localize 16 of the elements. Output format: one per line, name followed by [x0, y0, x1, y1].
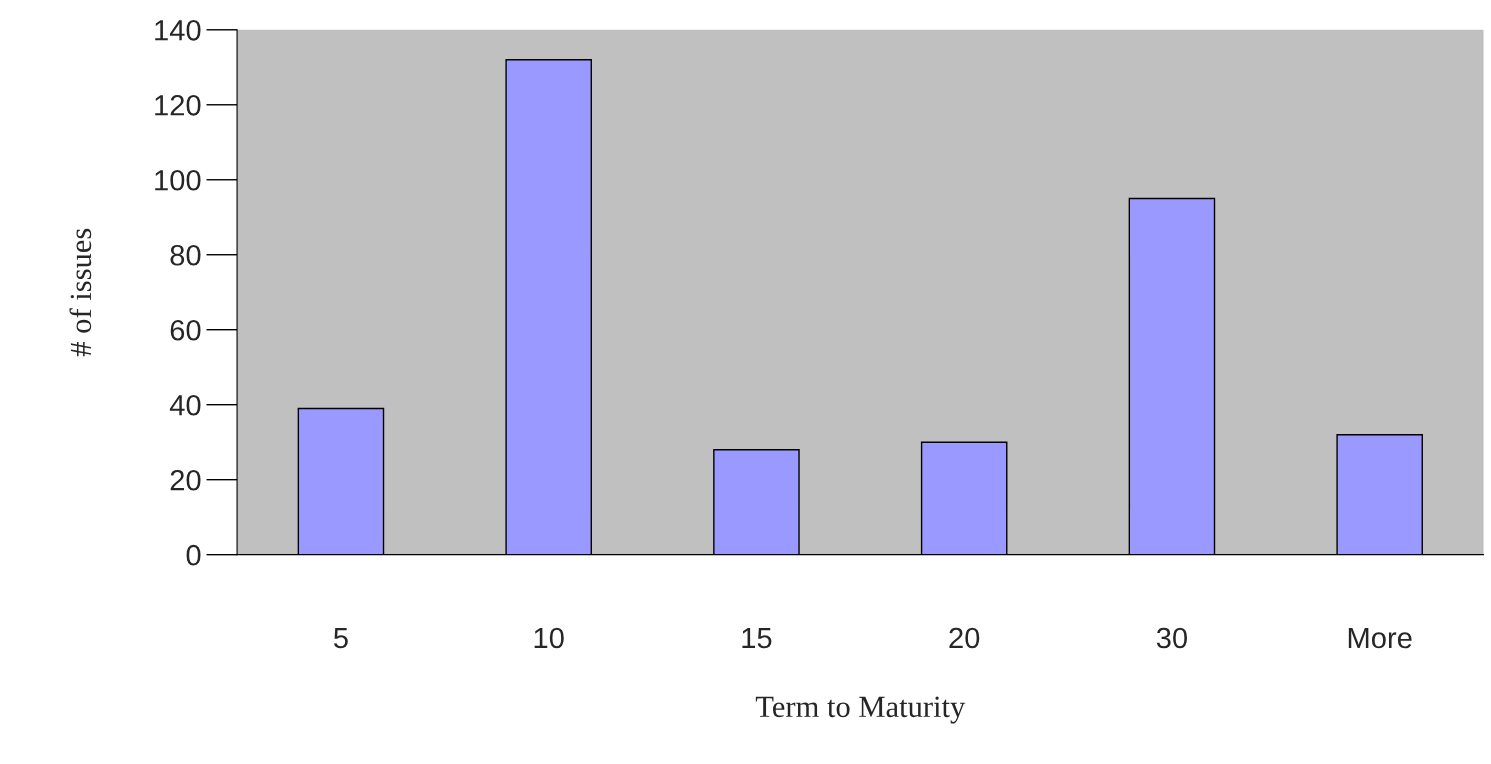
y-axis-title: # of issues: [69, 228, 92, 357]
x-tick-label: 20: [949, 627, 980, 649]
x-tick-label: 10: [534, 627, 564, 649]
x-axis-title: Term to Maturity: [755, 696, 966, 724]
x-tick-label: 5: [334, 627, 348, 649]
y-tick-label: 40: [169, 394, 201, 416]
y-tick-label: 120: [155, 94, 201, 116]
x-tick-label: More: [1348, 627, 1412, 649]
y-tick-label: 0: [186, 544, 201, 566]
y-tick-label: 60: [170, 319, 201, 341]
y-tick-label: 80: [170, 244, 201, 266]
y-tick-label: 100: [155, 169, 201, 191]
y-tick-label: 20: [170, 469, 201, 491]
x-tick-label: 15: [742, 627, 772, 649]
x-tick-label: 30: [1156, 627, 1188, 649]
y-tick-label: 140: [155, 20, 201, 41]
